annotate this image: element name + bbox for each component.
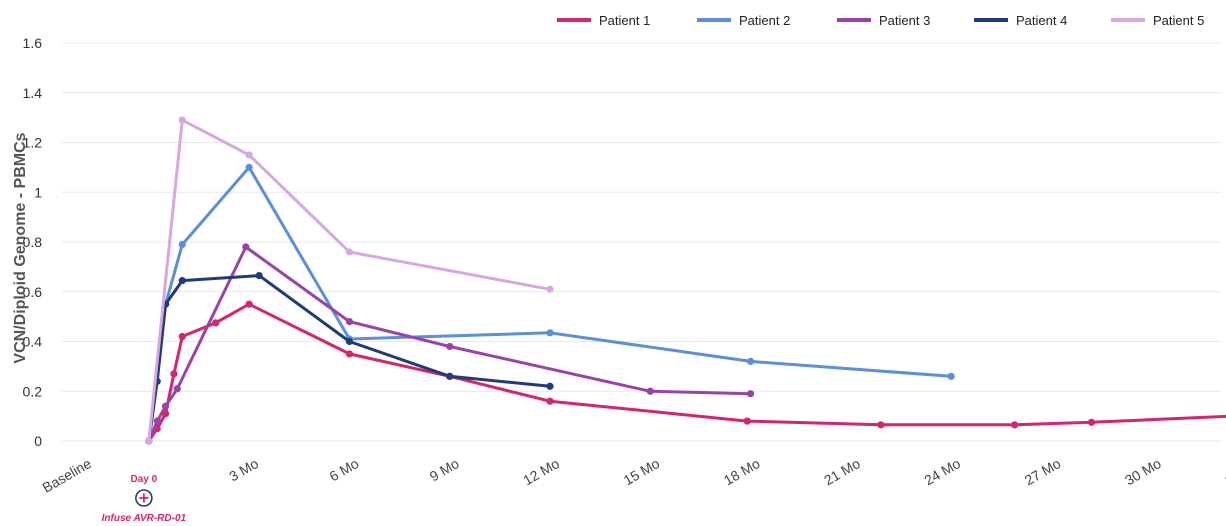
y-axis-label: VCN/Diploid Genome - PBMCs [12, 132, 29, 363]
y-tick-label: 1.2 [23, 135, 43, 151]
legend-label: Patient 2 [739, 13, 790, 28]
data-point [546, 382, 554, 390]
data-point [178, 332, 186, 341]
infusion-annotation: Day 0 Infuse AVR-RD-01 [102, 474, 187, 524]
plus-circle-icon [135, 489, 153, 507]
series-4 [145, 271, 554, 445]
legend-item: Patient 1 [557, 13, 650, 28]
data-point [877, 421, 885, 429]
data-point [743, 417, 751, 425]
data-point [245, 300, 253, 308]
y-tick-label: 0.4 [23, 334, 43, 350]
data-point [746, 357, 755, 365]
series-layer [145, 116, 1226, 445]
data-point [446, 342, 454, 351]
annotation-infuse-label: Infuse AVR-RD-01 [102, 513, 187, 524]
legend: Patient 1 Patient 2 Patient 3 Patient 4 Pati… [557, 13, 1204, 28]
series-line [147, 165, 953, 443]
data-point [446, 372, 454, 380]
legend-label: Patient 4 [1016, 13, 1067, 28]
x-tick-label: 21 Mo [821, 455, 863, 488]
x-axis-ticks: Baseline 3 Mo 6 Mo 9 Mo 12 Mo 15 Mo 18 Mo 21 Mo… [39, 455, 1226, 496]
data-point [145, 437, 153, 445]
annotation-day-label: Day 0 [131, 474, 158, 485]
y-axis-ticks: 0 0.2 0.4 0.6 0.8 1 1.2 1.4 1.6 [23, 35, 43, 449]
data-point [255, 271, 263, 280]
x-tick: 30 Mo [1122, 455, 1164, 488]
x-tick: 9 Mo [427, 455, 462, 485]
x-tick-label: 18 Mo [721, 455, 763, 488]
legend-label: Patient 5 [1153, 13, 1204, 28]
legend-item: Patient 5 [1111, 13, 1204, 28]
data-point [1087, 418, 1096, 426]
data-point [242, 243, 250, 251]
x-tick: 18 Mo [721, 455, 763, 488]
x-tick: 27 Mo [1022, 455, 1064, 488]
data-point [345, 318, 354, 326]
data-point [178, 276, 186, 285]
data-point [173, 385, 181, 393]
x-tick-label: 33 Mo [1222, 455, 1226, 488]
x-tick-label: 9 Mo [427, 455, 462, 485]
series-line [147, 118, 552, 443]
x-tick-label: 12 Mo [520, 455, 562, 488]
x-tick: 12 Mo [520, 455, 562, 488]
data-point [178, 116, 186, 124]
data-point [646, 387, 654, 395]
x-tick-label: 30 Mo [1122, 455, 1164, 488]
x-tick-label: 27 Mo [1022, 455, 1064, 488]
y-tick-label: 1.6 [23, 35, 43, 51]
legend-item: Patient 2 [697, 13, 790, 28]
legend-item: Patient 3 [837, 13, 930, 28]
x-tick: 3 Mo [226, 455, 261, 485]
y-tick-label: 0 [34, 433, 42, 449]
y-tick-label: 0.8 [23, 234, 43, 250]
data-point [546, 285, 554, 293]
x-tick-label: 3 Mo [226, 455, 261, 485]
x-tick: Baseline [39, 455, 94, 496]
data-point [212, 319, 220, 327]
series-line [147, 302, 1226, 443]
data-point [245, 151, 253, 159]
x-tick-label: 24 Mo [921, 455, 963, 488]
grid-layer [62, 42, 1222, 442]
data-point [345, 350, 354, 358]
data-point [546, 329, 554, 337]
x-tick: 15 Mo [621, 455, 663, 488]
x-tick-label: Baseline [39, 455, 94, 496]
data-point [947, 372, 955, 380]
y-tick-label: 1 [34, 184, 42, 200]
x-tick: 21 Mo [821, 455, 863, 488]
data-point [1011, 421, 1019, 429]
series-3 [145, 243, 755, 445]
data-point [746, 390, 755, 398]
x-tick: 33 Mo [1222, 455, 1226, 488]
x-tick-label: 15 Mo [621, 455, 663, 488]
series-5 [145, 116, 554, 445]
data-point [345, 248, 354, 256]
data-point [178, 240, 186, 249]
data-point [546, 397, 554, 405]
data-point [245, 163, 253, 171]
y-tick-label: 0.2 [23, 383, 43, 399]
legend-label: Patient 1 [599, 13, 650, 28]
data-point [170, 370, 178, 378]
legend-label: Patient 3 [879, 13, 930, 28]
series-1 [145, 300, 1226, 445]
x-tick: 6 Mo [326, 455, 361, 485]
data-point [345, 337, 354, 346]
x-tick-label: 6 Mo [326, 455, 361, 485]
x-tick: 24 Mo [921, 455, 963, 488]
data-point [161, 402, 170, 410]
data-point [153, 417, 161, 425]
legend-item: Patient 4 [974, 13, 1067, 28]
y-tick-label: 1.4 [23, 85, 43, 101]
series-line [147, 274, 552, 443]
y-tick-label: 0.6 [23, 284, 43, 300]
